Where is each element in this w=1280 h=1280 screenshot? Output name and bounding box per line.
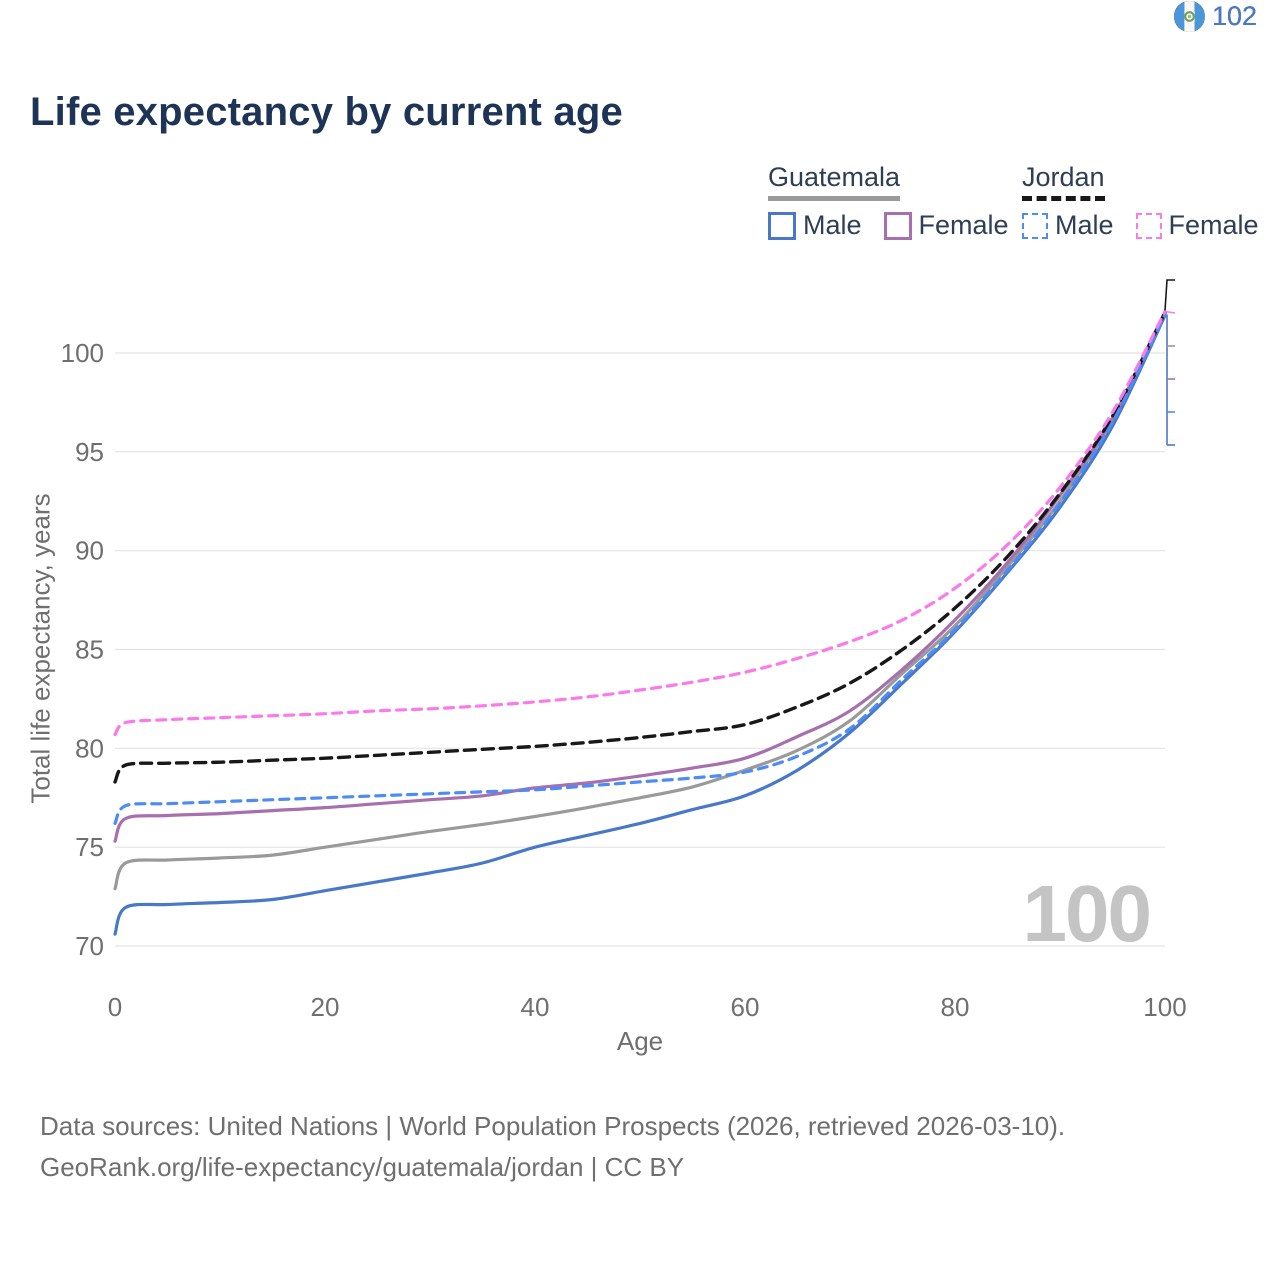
x-tick-label: 80 [941,992,970,1022]
guatemala-male-swatch-icon [768,211,796,240]
watermark-age: 100 [1022,869,1152,958]
x-tick-label: 60 [731,992,760,1022]
series-jordan-male-line[interactable] [113,312,1167,826]
legend-country-guatemala[interactable]: Guatemala [768,162,901,201]
jordan-male-swatch-icon [1022,212,1048,239]
x-tick-label: 100 [1143,992,1186,1022]
y-tick-label: 95 [75,437,104,467]
legend-item-guatemala-male[interactable]: Male [768,210,862,241]
legend-label: Male [1055,210,1114,240]
end-label-connector [1164,279,1175,311]
series-guatemala-all-line[interactable] [113,312,1167,891]
series-guatemala-female-line[interactable] [113,311,1167,843]
legend-label: Female [1168,210,1259,240]
guatemala-female-swatch-icon [883,211,912,240]
x-tick-label: 20 [311,992,340,1022]
legend-item-jordan-male[interactable]: Male [1022,210,1114,241]
end-value: 102 [1212,0,1258,31]
legend-item-guatemala-female[interactable]: Female [883,210,1009,241]
legend-label: Male [803,210,862,240]
y-tick-label: 85 [75,635,104,665]
series-jordan-all-line[interactable] [113,310,1167,784]
footer: Data sources: United Nations | World Pop… [40,1106,1065,1188]
y-tick-label: 90 [75,536,104,566]
x-tick-label: 0 [108,992,122,1022]
y-tick-label: 75 [75,832,104,862]
footer-link: GeoRank.org/life-expectancy/guatemala/jo… [40,1152,685,1182]
end-value: 102 [1212,0,1258,31]
legend-group-guatemala: Guatemala Male Female [768,162,1009,241]
y-axis-title: Total life expectancy, years [25,493,56,804]
end-value: 102 [1212,0,1258,31]
page-title: Life expectancy by current age [30,90,623,134]
end-value: 102 [1212,0,1258,31]
footer-sources: Data sources: United Nations | World Pop… [40,1111,1066,1141]
guatemala-flag-icon [1174,0,1205,32]
end-value: 102 [1212,0,1258,31]
series-jordan-female-line[interactable] [113,309,1167,737]
legend-item-jordan-female[interactable]: Female [1135,210,1259,241]
legend-label: Female [918,210,1009,240]
legend-group-jordan: Jordan Male Female [1022,162,1259,241]
legend-country-jordan[interactable]: Jordan [1022,162,1105,201]
end-value: 102 [1212,0,1258,31]
y-tick-label: 70 [75,931,104,961]
end-label-guatemala-male: 102 [1174,0,1257,32]
legend-items-guatemala: Male Female [768,210,1009,241]
y-tick-label: 80 [75,733,104,763]
legend-items-jordan: Male Female [1022,210,1259,241]
y-tick-label: 100 [61,338,104,368]
x-axis-title: Age [616,1026,664,1056]
series-guatemala-male-line[interactable] [113,313,1167,936]
jordan-female-swatch-icon [1135,212,1162,239]
x-tick-label: 40 [521,992,550,1022]
end-label-connector [1164,310,1176,314]
